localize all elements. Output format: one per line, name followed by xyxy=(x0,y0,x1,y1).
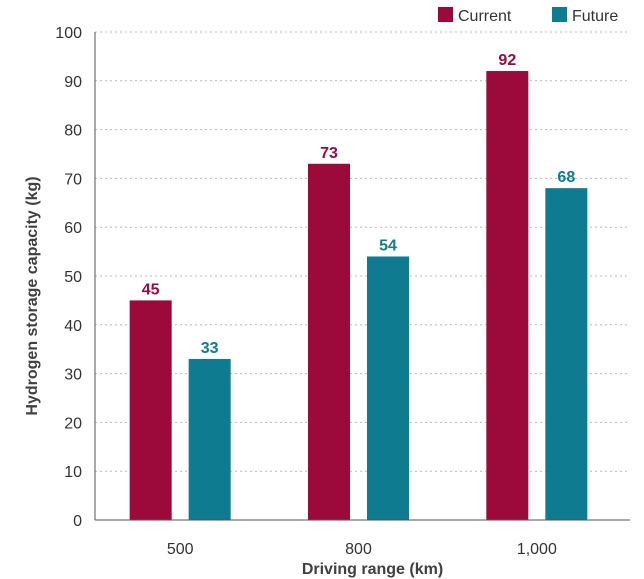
legend-swatch-future xyxy=(552,7,567,22)
y-tick-label: 50 xyxy=(64,269,82,286)
bar-future-500 xyxy=(188,358,231,520)
y-axis-ticks: 0 10 20 30 40 50 60 70 80 90 100 xyxy=(55,25,82,530)
y-tick-label: 0 xyxy=(73,513,82,530)
data-label: 45 xyxy=(142,281,160,298)
y-tick-label: 90 xyxy=(64,74,82,91)
bar-future-800 xyxy=(367,256,409,520)
legend-swatch-current xyxy=(438,7,453,22)
y-tick-label: 20 xyxy=(64,415,82,432)
data-label: 54 xyxy=(379,237,397,254)
data-label: 92 xyxy=(498,52,516,69)
y-tick-label: 80 xyxy=(64,123,82,140)
x-tick-label: 1,000 xyxy=(517,541,557,558)
data-label: 33 xyxy=(201,340,219,357)
data-label: 68 xyxy=(557,169,575,186)
y-tick-label: 60 xyxy=(64,220,82,237)
x-tick-label: 500 xyxy=(167,541,194,558)
legend: Current Future xyxy=(438,7,618,25)
y-axis-title: Hydrogen storage capacity (kg) xyxy=(24,176,41,415)
y-tick-label: 40 xyxy=(64,318,82,335)
bars xyxy=(129,71,588,520)
x-axis-ticks: 500 800 1,000 xyxy=(167,541,557,558)
x-axis-title: Driving range (km) xyxy=(302,561,443,578)
y-tick-label: 100 xyxy=(55,25,82,42)
legend-label-current: Current xyxy=(458,8,512,25)
y-tick-label: 10 xyxy=(64,464,82,481)
data-labels: 45 33 73 54 92 68 xyxy=(142,52,576,357)
legend-label-future: Future xyxy=(572,8,618,25)
bar-future-1000 xyxy=(545,188,588,520)
grid xyxy=(95,31,630,472)
y-tick-label: 70 xyxy=(64,171,82,188)
y-tick-label: 30 xyxy=(64,367,82,384)
bar-current-800 xyxy=(308,163,350,520)
bar-current-500 xyxy=(129,300,172,520)
x-tick-label: 800 xyxy=(345,541,372,558)
data-label: 73 xyxy=(320,145,338,162)
bar-current-1000 xyxy=(486,71,529,520)
